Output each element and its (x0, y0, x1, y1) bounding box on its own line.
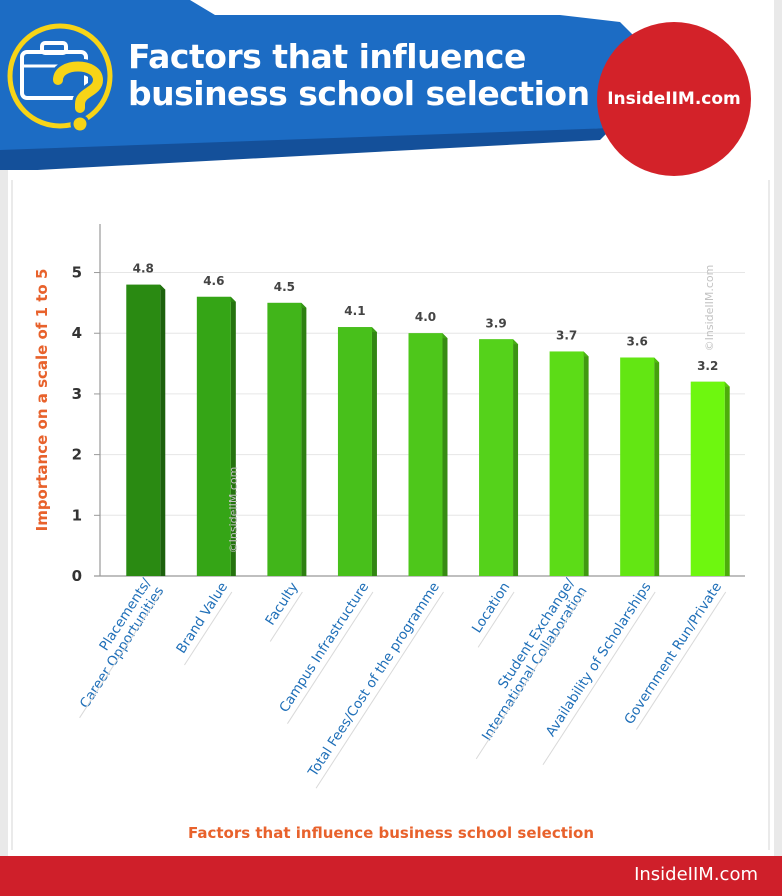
title-line-1: Factors that influence (128, 37, 526, 76)
bar-side (442, 333, 448, 576)
category-label-guide (542, 591, 656, 766)
bar-group: 3.2 (690, 359, 730, 576)
watermark-text: ©InsideIIM.com (703, 265, 716, 352)
bar-value-label: 4.8 (133, 262, 154, 276)
page-title: Factors that influence business school s… (128, 38, 598, 112)
bar (337, 327, 372, 576)
bar-group: 3.7 (549, 328, 589, 576)
category-label-guide (315, 591, 444, 789)
category-label-guide (635, 591, 727, 730)
right-border (774, 0, 782, 856)
y-tick-label: 4 (72, 324, 82, 342)
bar-value-label: 3.6 (627, 335, 648, 349)
bar-group: 4.8 (126, 262, 166, 576)
bar-side (230, 296, 236, 576)
category-label-guide (287, 591, 374, 724)
briefcase-question-icon (7, 23, 113, 134)
category-label-guide (475, 591, 586, 760)
bar (479, 339, 514, 576)
bar-group: 4.1 (337, 304, 377, 576)
y-tick-label: 1 (72, 506, 82, 524)
x-axis-title: Factors that influence business school s… (188, 824, 594, 842)
category-label-guide (184, 591, 233, 666)
bar-side (654, 357, 660, 576)
y-tick-label: 5 (72, 264, 82, 282)
bar-group: 3.6 (620, 335, 660, 576)
footer-bar: InsideIIM.com (0, 856, 782, 896)
bar (690, 381, 725, 576)
bar (126, 284, 161, 576)
title-line-2: business school selection (128, 74, 590, 113)
bar (549, 351, 584, 576)
y-tick-label: 3 (72, 385, 82, 403)
bar-value-label: 4.5 (274, 280, 295, 294)
bar (196, 296, 231, 576)
y-tick-label: 0 (72, 567, 82, 585)
bar (620, 357, 655, 576)
bar-side (583, 351, 589, 576)
category-label-guide (477, 591, 515, 648)
bar (267, 302, 302, 576)
category-label-guide (269, 591, 303, 642)
y-axis-title: Importance on a scale of 1 to 5 (33, 269, 51, 532)
bar-side (724, 381, 730, 576)
left-border (0, 0, 8, 856)
bar-value-label: 4.0 (415, 310, 436, 324)
bar-side (160, 284, 166, 576)
bar-side (513, 339, 519, 576)
footer-brand: InsideIIM.com (634, 864, 758, 885)
bar-side (301, 302, 307, 576)
brand-badge-text: InsideIIM.com (607, 89, 741, 109)
header-banner (0, 0, 640, 170)
y-tick-label: 2 (72, 446, 82, 464)
bar-value-label: 4.6 (203, 274, 224, 288)
bar-value-label: 3.7 (556, 328, 577, 342)
bar-group: 4.5 (267, 280, 307, 576)
bar-value-label: 4.1 (344, 304, 365, 318)
bar (408, 333, 443, 576)
bar-side (371, 327, 377, 576)
bar-group: 3.9 (479, 316, 519, 576)
watermark-text: ©InsideIIM.com (227, 467, 240, 554)
bar-group: 4.0 (408, 310, 448, 576)
bar-value-label: 3.2 (697, 359, 718, 373)
category-label-guide (79, 591, 162, 719)
bar-value-label: 3.9 (485, 316, 506, 330)
brand-badge: InsideIIM.com (597, 22, 751, 176)
bar-group: 4.6 (196, 274, 236, 576)
